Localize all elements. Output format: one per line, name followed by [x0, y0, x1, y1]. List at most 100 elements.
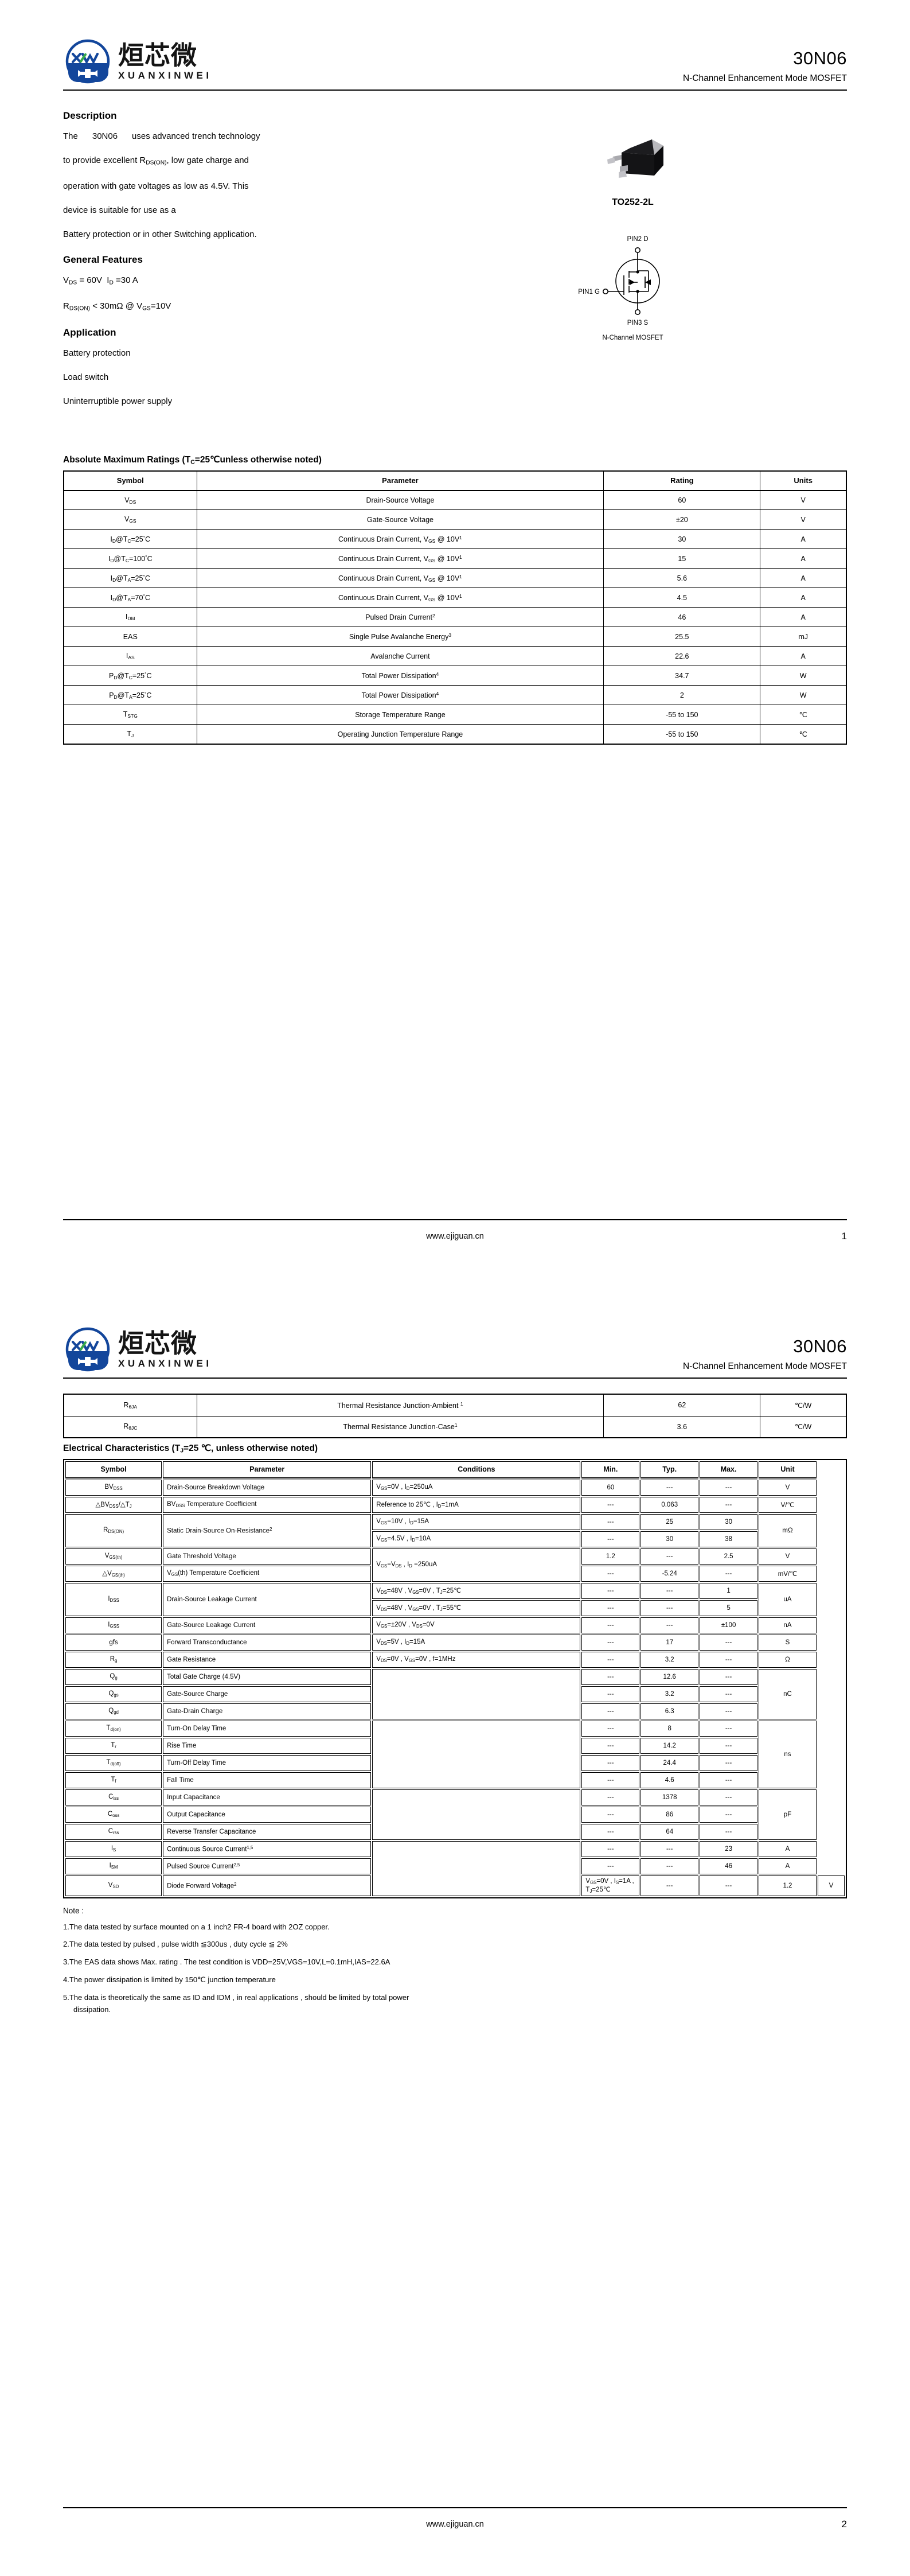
- cell-units: mJ: [760, 627, 847, 647]
- cell-typ: 17: [640, 1634, 699, 1651]
- cell-min: ---: [581, 1720, 640, 1737]
- table-row: IDSS Drain-Source Leakage Current VDS=48V …: [65, 1582, 845, 1616]
- cell-rating: 4.5: [603, 587, 761, 608]
- table-row: Rg Gate Resistance VDS=0V , VGS=0V , f=1MH…: [65, 1651, 845, 1668]
- cell-rating: 46: [603, 607, 761, 628]
- footer-website[interactable]: www.ejiguan.cn: [426, 2520, 484, 2529]
- cell-typ: 4.6: [640, 1772, 699, 1788]
- intro-text-column: Description The 30N06 uses advanced tren…: [63, 110, 419, 421]
- cell-rating: -55 to 150: [603, 724, 761, 745]
- cell-units: W: [760, 666, 847, 686]
- cell-conditions: VDS=48V , VGS=0V , TJ=25℃: [372, 1582, 581, 1599]
- cell-symbol: ISM: [65, 1858, 162, 1874]
- note-item-5-cont: dissipation.: [73, 2005, 111, 2014]
- cell-min: ---: [581, 1754, 640, 1771]
- cell-symbol: RθJA: [63, 1394, 197, 1417]
- col-rating: Rating: [603, 470, 761, 491]
- table-row: Tr Rise Time --- 14.2 ---: [65, 1737, 845, 1754]
- col-parameter: Parameter: [163, 1461, 372, 1478]
- cell-parameter: Thermal Resistance Junction-Ambient 1: [196, 1394, 604, 1417]
- table-row: BVDSS Drain-Source Breakdown Voltage VGS=0…: [65, 1479, 845, 1496]
- cell-typ: ---: [700, 1875, 758, 1896]
- table-row: RθJC Thermal Resistance Junction-Case1 3.6…: [63, 1415, 847, 1438]
- cell-unit: V/℃: [759, 1496, 817, 1513]
- page-header: 烜芯微 XUANXINWEI 30N06 N-Channel Enhanceme…: [63, 0, 847, 86]
- table-row: VDS=48V , VGS=0V , TJ=55℃ --- --- 5: [65, 1600, 845, 1616]
- cell-parameter: Continuous Source Current1,5: [163, 1840, 372, 1857]
- cell-units: ℃/W: [760, 1415, 847, 1438]
- description-line-2: to provide excellent RDS(ON), low gate c…: [63, 155, 249, 166]
- cell-symbol: gfs: [65, 1634, 162, 1651]
- cell-rating: 25.5: [603, 627, 761, 647]
- table-row: Td(on) Turn-On Delay Time --- 8 --- ns: [65, 1720, 845, 1788]
- cell-max: ---: [700, 1823, 758, 1840]
- cell-rating: -55 to 150: [603, 705, 761, 725]
- cell-symbol: VGS: [63, 509, 197, 530]
- cell-symbol: Td(off): [65, 1754, 162, 1771]
- cell-parameter: Gate-Source Voltage: [196, 509, 604, 530]
- cell-rating: 62: [603, 1394, 761, 1417]
- cell-conditions: [372, 1720, 581, 1788]
- cell-conditions: VDS=48V , VGS=0V , TJ=55℃: [372, 1600, 581, 1616]
- cell-max: ---: [700, 1720, 758, 1737]
- cell-typ: 3.2: [640, 1651, 699, 1668]
- cell-symbol: Tr: [65, 1737, 162, 1754]
- package-column: TO252-2L: [419, 110, 847, 421]
- cell-parameter: Avalanche Current: [196, 646, 604, 667]
- cell-rating: 5.6: [603, 568, 761, 589]
- cell-symbol: Coss: [65, 1806, 162, 1823]
- cell-symbol: RDS(ON): [65, 1513, 162, 1547]
- package-label: TO252-2L: [612, 197, 654, 207]
- cell-conditions: VGS=0V , ID=250uA: [372, 1479, 581, 1496]
- electrical-characteristics-table: Symbol Parameter Conditions Min. Typ. Ma…: [63, 1458, 847, 1898]
- mosfet-symbol-diagram: PIN2 D PIN1 G PIN3 S N-Channel MOSFET: [419, 231, 847, 341]
- cell-symbol: Qgd: [65, 1703, 162, 1719]
- cell-units: V: [760, 490, 847, 511]
- cell-max: ±100: [700, 1617, 758, 1633]
- cell-typ: -5.24: [640, 1565, 699, 1582]
- cell-max: ---: [700, 1496, 758, 1513]
- cell-conditions: VGS=4.5V , ID=10A: [372, 1531, 581, 1547]
- cell-conditions: VGS=0V , IS=1A , TJ=25℃: [581, 1875, 640, 1896]
- col-max: Max.: [700, 1461, 758, 1478]
- cell-typ: 3.2: [640, 1686, 699, 1702]
- cell-max: 46: [700, 1858, 758, 1874]
- header-divider-2: [63, 1378, 847, 1379]
- abs-max-section: Absolute Maximum Ratings (TC=25℃unless o…: [63, 454, 847, 745]
- cell-parameter: Fall Time: [163, 1772, 372, 1788]
- page-footer-1: www.ejiguan.cn 1: [63, 1219, 847, 1242]
- cell-max: ---: [700, 1668, 758, 1685]
- cell-typ: 25: [640, 1513, 699, 1530]
- cell-max: ---: [700, 1479, 758, 1496]
- description-line-4: device is suitable for use as a: [63, 205, 176, 215]
- cell-unit: V: [759, 1548, 817, 1565]
- cell-max: ---: [700, 1686, 758, 1702]
- cell-min: ---: [581, 1703, 640, 1719]
- to252-package-photo: [590, 123, 676, 192]
- cell-unit: ns: [759, 1720, 817, 1788]
- col-symbol: Symbol: [65, 1461, 162, 1478]
- col-symbol: Symbol: [63, 470, 197, 491]
- cell-rating: 34.7: [603, 666, 761, 686]
- cell-min: ---: [581, 1634, 640, 1651]
- footer-website[interactable]: www.ejiguan.cn: [426, 1232, 484, 1241]
- cell-typ: ---: [640, 1548, 699, 1565]
- cell-typ: ---: [640, 1479, 699, 1496]
- cell-max: ---: [700, 1772, 758, 1788]
- description-line-5: Battery protection or in other Switching…: [63, 229, 257, 239]
- table-row: ISM Pulsed Source Current2,5 --- --- 46 A: [65, 1858, 845, 1874]
- cell-typ: 14.2: [640, 1737, 699, 1754]
- cell-symbol: EAS: [63, 627, 197, 647]
- table-row: gfs Forward Transconductance VDS=5V , ID=1…: [65, 1634, 845, 1651]
- cell-max: ---: [700, 1737, 758, 1754]
- xw-logo-icon: [63, 37, 112, 86]
- table-row: VGS(th) Gate Threshold Voltage VGS=VDS , I…: [65, 1548, 845, 1582]
- cell-max: 38: [700, 1531, 758, 1547]
- page-number: 2: [841, 2519, 847, 2530]
- brand-name-en: XUANXINWEI: [118, 1358, 212, 1369]
- cell-max: 2.5: [700, 1548, 758, 1565]
- cell-max: 1: [700, 1582, 758, 1599]
- table-row: Ciss Input Capacitance --- 1378 --- pF: [65, 1789, 845, 1840]
- cell-parameter: Pulsed Source Current2,5: [163, 1858, 372, 1874]
- cell-symbol: Qg: [65, 1668, 162, 1685]
